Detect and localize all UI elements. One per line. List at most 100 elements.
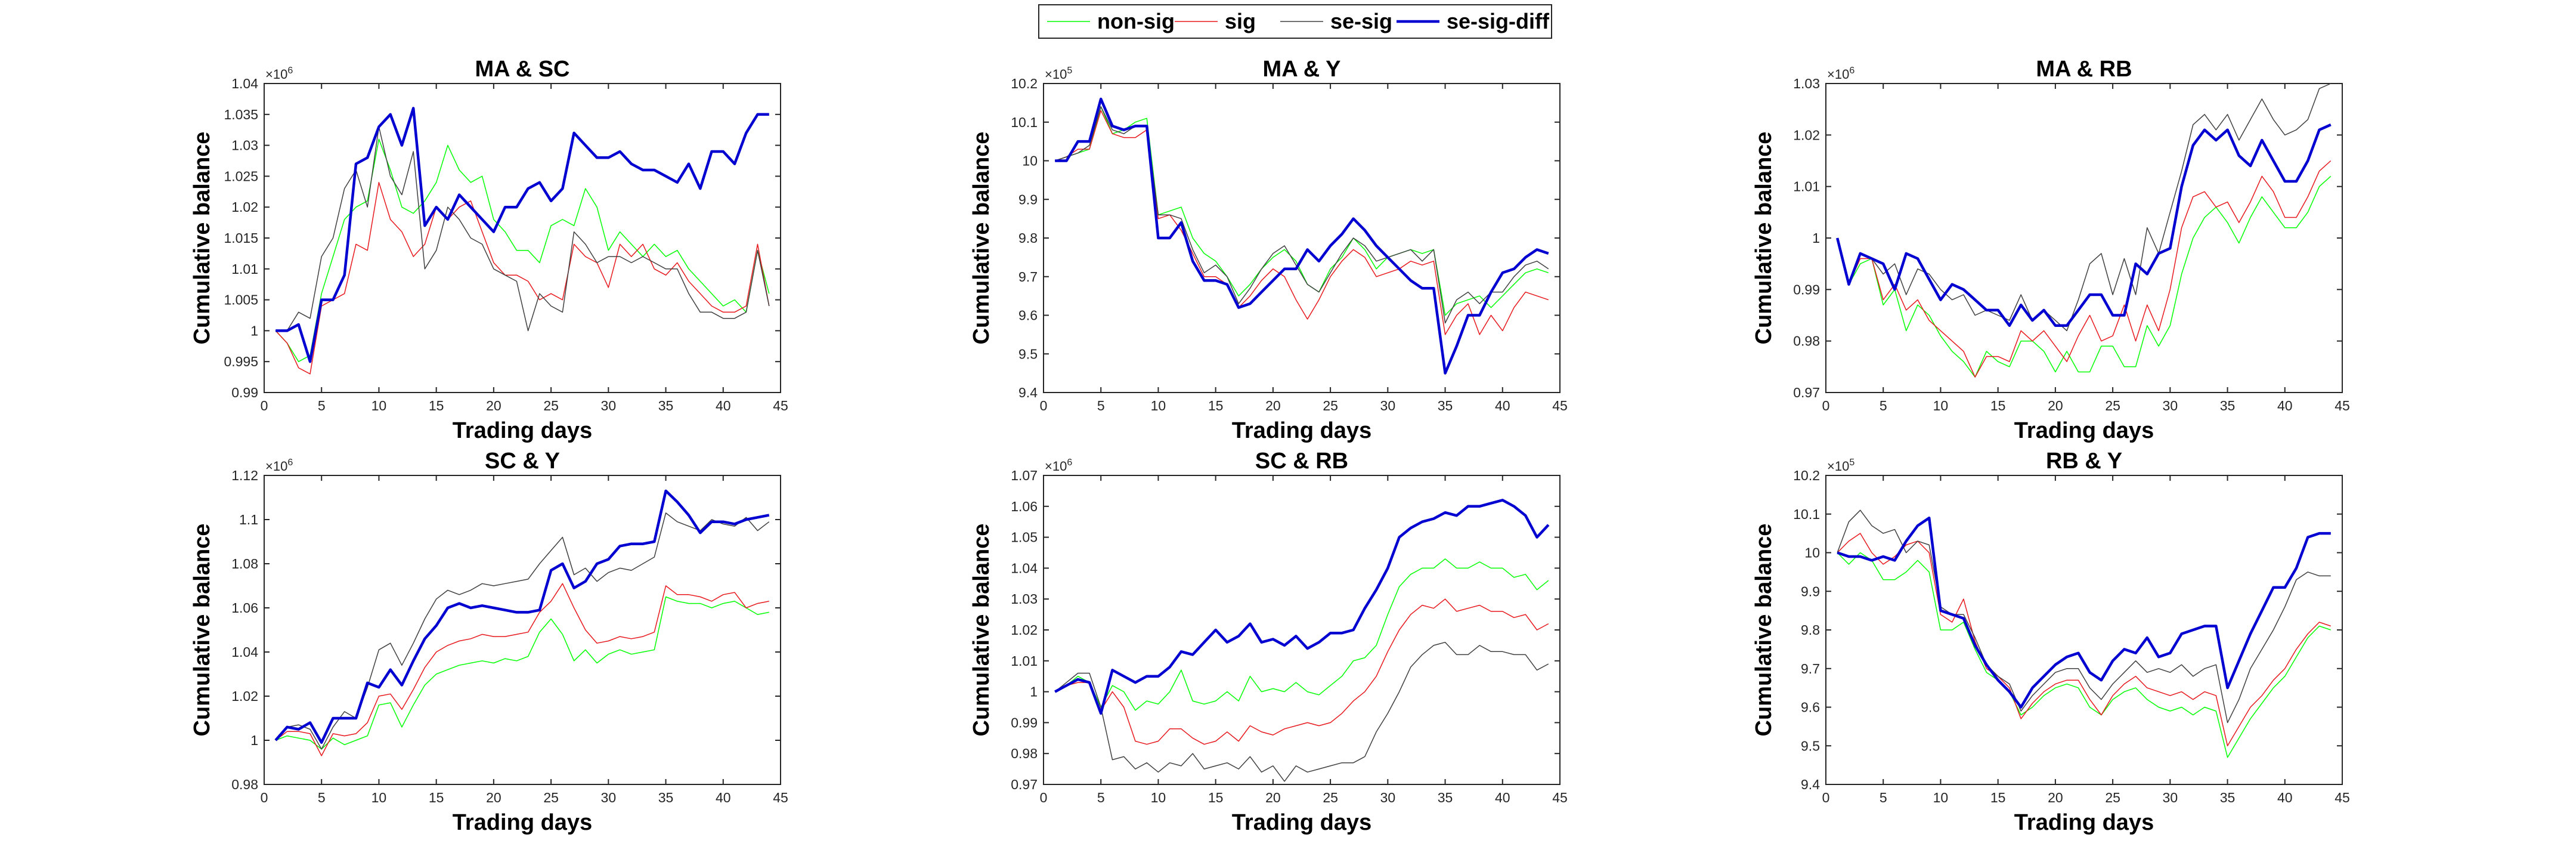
y-tick-label: 1 bbox=[250, 733, 258, 748]
y-tick-label: 0.99 bbox=[231, 385, 258, 400]
y-axis-label: Cumulative balance bbox=[1751, 524, 1776, 737]
series-line-se-sig bbox=[275, 126, 770, 332]
x-tick-label: 5 bbox=[1880, 790, 1887, 805]
y-tick-label: 0.995 bbox=[224, 354, 258, 369]
y-tick-label: 9.7 bbox=[1018, 269, 1038, 285]
panel-title: MA & SC bbox=[475, 57, 569, 82]
y-tick-label: 1.02 bbox=[1793, 127, 1820, 143]
y-tick-label: 1.015 bbox=[224, 230, 258, 246]
x-tick-label: 15 bbox=[1208, 398, 1224, 413]
axis-exponent: ×106 bbox=[1827, 66, 1854, 82]
plot-area bbox=[264, 475, 781, 785]
x-tick-label: 20 bbox=[2048, 398, 2063, 413]
y-tick-label: 1.06 bbox=[231, 600, 258, 616]
x-tick-label: 25 bbox=[2105, 790, 2120, 805]
x-tick-label: 15 bbox=[429, 790, 444, 805]
x-tick-label: 30 bbox=[601, 790, 617, 805]
y-tick-label: 0.99 bbox=[1011, 715, 1038, 730]
x-axis-label: Trading days bbox=[2014, 810, 2154, 835]
y-tick-label: 1.1 bbox=[239, 512, 258, 527]
x-tick-label: 25 bbox=[1323, 790, 1338, 805]
x-tick-label: 20 bbox=[1265, 398, 1281, 413]
x-tick-label: 0 bbox=[1040, 790, 1048, 805]
x-axis-label: Trading days bbox=[453, 418, 592, 443]
y-tick-label: 0.98 bbox=[1011, 746, 1038, 761]
y-tick-label: 1 bbox=[1030, 684, 1038, 700]
y-tick-label: 10.1 bbox=[1011, 115, 1038, 130]
x-axis-label: Trading days bbox=[2014, 418, 2154, 443]
series-line-sig bbox=[1837, 160, 2332, 378]
x-tick-label: 15 bbox=[1208, 790, 1224, 805]
y-tick-label: 10.2 bbox=[1793, 468, 1820, 483]
x-tick-label: 10 bbox=[371, 790, 387, 805]
x-tick-label: 5 bbox=[318, 790, 326, 805]
panel-ma-y: 0 5 10 15 20 25 30 35 40 45 9.4 9.5 9.6 9.7 9.8 9.9 10 10… bbox=[969, 57, 1568, 443]
y-tick-label: 1.01 bbox=[1011, 653, 1038, 669]
series-line-non-sig bbox=[275, 596, 769, 750]
legend-label: non-sig bbox=[1097, 9, 1175, 33]
x-tick-label: 20 bbox=[486, 398, 501, 413]
panel-title: MA & RB bbox=[2036, 57, 2132, 82]
y-tick-label: 10 bbox=[1022, 153, 1038, 169]
x-tick-label: 30 bbox=[2163, 790, 2178, 805]
x-tick-label: 35 bbox=[658, 398, 674, 413]
y-tick-label: 1.005 bbox=[224, 292, 258, 308]
axis-exponent: ×105 bbox=[1827, 458, 1854, 474]
y-tick-label: 1.02 bbox=[231, 199, 258, 215]
x-tick-label: 40 bbox=[2277, 398, 2293, 413]
x-tick-label: 10 bbox=[371, 398, 387, 413]
legend-label: se-sig-diff bbox=[1447, 9, 1550, 33]
axis-exponent: ×105 bbox=[1045, 66, 1072, 82]
x-tick-label: 20 bbox=[486, 790, 501, 805]
x-tick-label: 35 bbox=[2220, 790, 2236, 805]
legend-entry-sig: sig bbox=[1175, 9, 1256, 33]
x-tick-label: 30 bbox=[2163, 398, 2178, 413]
x-tick-label: 20 bbox=[2048, 790, 2063, 805]
y-tick-label: 1.04 bbox=[231, 76, 258, 91]
y-tick-label: 10.1 bbox=[1793, 506, 1820, 522]
x-tick-label: 35 bbox=[2220, 398, 2236, 413]
plot-area bbox=[1825, 83, 2343, 393]
y-tick-label: 1 bbox=[1812, 230, 1820, 246]
legend-entry-non-sig: non-sig bbox=[1047, 9, 1175, 33]
x-tick-label: 30 bbox=[1380, 398, 1396, 413]
y-axis-label: Cumulative balance bbox=[190, 132, 215, 345]
x-tick-label: 45 bbox=[2334, 398, 2350, 413]
y-tick-label: 1.035 bbox=[224, 107, 258, 122]
y-tick-label: 1 bbox=[250, 323, 258, 338]
x-axis-label: Trading days bbox=[1232, 810, 1371, 835]
legend: non-sig sig se-sig se-sig-diff bbox=[1038, 4, 1552, 39]
series-line-sig bbox=[1837, 533, 2332, 747]
panel-rb-y: 0 5 10 15 20 25 30 35 40 45 9.4 9.5 9.6 9.7 9.8 9.9 10 10… bbox=[1751, 449, 2350, 835]
x-tick-label: 10 bbox=[1151, 790, 1166, 805]
x-tick-label: 30 bbox=[1380, 790, 1396, 805]
y-tick-label: 1.02 bbox=[1011, 622, 1038, 638]
y-tick-label: 0.97 bbox=[1793, 385, 1820, 400]
y-tick-label: 9.9 bbox=[1801, 583, 1820, 599]
series-line-sig bbox=[1054, 598, 1549, 745]
legend-entry-se-sig-diff: se-sig-diff bbox=[1397, 9, 1550, 33]
x-tick-label: 45 bbox=[1552, 790, 1568, 805]
x-tick-label: 15 bbox=[1990, 398, 2006, 413]
x-tick-label: 45 bbox=[2334, 790, 2350, 805]
series-group bbox=[274, 489, 770, 756]
panel-title: RB & Y bbox=[2046, 449, 2122, 474]
y-tick-label: 1.02 bbox=[231, 688, 258, 704]
x-tick-label: 20 bbox=[1265, 790, 1281, 805]
x-tick-label: 35 bbox=[658, 790, 674, 805]
legend-label: sig bbox=[1225, 9, 1256, 33]
axis-exponent: ×106 bbox=[265, 458, 293, 474]
y-tick-label: 9.8 bbox=[1801, 622, 1820, 638]
y-tick-label: 10.2 bbox=[1011, 76, 1038, 91]
y-tick-label: 1.04 bbox=[1011, 560, 1038, 576]
x-tick-label: 25 bbox=[543, 790, 559, 805]
y-tick-label: 9.5 bbox=[1801, 738, 1820, 753]
series-line-se-sig-diff bbox=[1836, 123, 2332, 327]
x-tick-label: 10 bbox=[1151, 398, 1166, 413]
x-tick-label: 35 bbox=[1438, 790, 1453, 805]
x-tick-label: 35 bbox=[1438, 398, 1453, 413]
series-line-sig bbox=[275, 583, 769, 756]
series-line-se-sig-diff bbox=[1837, 516, 2331, 709]
y-tick-label: 1.08 bbox=[231, 556, 258, 571]
